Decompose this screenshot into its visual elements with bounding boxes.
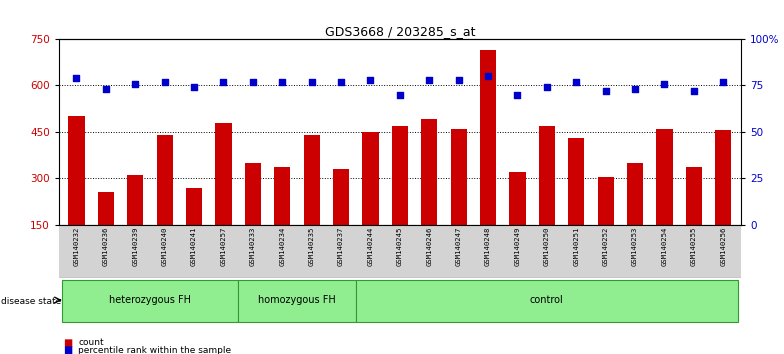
Text: GSM140236: GSM140236 [103,227,109,266]
Bar [627,163,643,225]
Point [717,79,729,85]
Bar [510,172,525,225]
Point [570,79,583,85]
Point [481,73,494,79]
Point [100,86,112,92]
Text: GSM140247: GSM140247 [456,227,462,266]
Point [129,81,141,86]
Point [305,79,318,85]
Text: GSM140241: GSM140241 [191,227,197,266]
Text: count: count [78,338,104,347]
Bar [186,188,202,225]
Bar [157,135,172,225]
Point [452,77,465,82]
Text: GSM140248: GSM140248 [485,227,491,266]
Text: GSM140253: GSM140253 [632,227,638,266]
Text: GSM140237: GSM140237 [338,227,344,266]
Text: GSM140245: GSM140245 [397,227,403,266]
Text: GSM140240: GSM140240 [162,227,168,266]
Bar [356,280,738,321]
Point [217,79,230,85]
Text: ■: ■ [63,346,72,354]
Bar [68,116,85,225]
Bar [539,126,555,225]
Point [423,77,435,82]
Point [71,75,82,81]
Text: GSM140254: GSM140254 [662,227,667,266]
Point [187,84,200,90]
Bar [238,280,356,321]
Bar [568,138,584,225]
Bar [480,50,496,225]
Text: GSM140246: GSM140246 [426,227,432,266]
Bar [216,122,231,225]
Point [364,77,376,82]
Text: GSM140256: GSM140256 [720,227,726,266]
Bar [303,135,320,225]
Point [246,79,259,85]
Text: GSM140250: GSM140250 [544,227,550,266]
Text: control: control [530,295,564,305]
Bar [715,130,731,225]
Text: GSM140232: GSM140232 [74,227,79,266]
Point [599,88,612,94]
Bar [362,132,379,225]
Point [276,79,289,85]
Point [659,81,671,86]
Text: ■: ■ [63,338,72,348]
Text: GSM140257: GSM140257 [220,227,227,266]
Bar [245,163,261,225]
Text: GSM140239: GSM140239 [132,227,138,266]
Point [511,92,524,97]
Point [629,86,641,92]
Text: GSM140234: GSM140234 [279,227,285,266]
Bar [274,167,290,225]
Text: GSM140249: GSM140249 [514,227,521,266]
Bar [656,129,673,225]
Point [394,92,406,97]
Point [540,84,553,90]
Bar [392,126,408,225]
Title: GDS3668 / 203285_s_at: GDS3668 / 203285_s_at [325,25,475,38]
Text: percentile rank within the sample: percentile rank within the sample [78,346,231,354]
Text: heterozygous FH: heterozygous FH [109,295,191,305]
Text: GSM140244: GSM140244 [368,227,373,266]
Text: homozygous FH: homozygous FH [258,295,336,305]
Text: GSM140233: GSM140233 [250,227,256,266]
Text: GSM140251: GSM140251 [573,227,579,266]
Point [335,79,347,85]
Bar [333,169,349,225]
Bar [597,177,614,225]
Bar [127,175,143,225]
Bar [421,119,437,225]
Point [688,88,700,94]
Text: disease state: disease state [1,297,61,306]
Bar [451,129,466,225]
Bar [686,167,702,225]
Bar [62,280,238,321]
Text: GSM140252: GSM140252 [603,227,608,266]
Point [158,79,171,85]
Text: GSM140235: GSM140235 [309,227,314,266]
Bar [98,192,114,225]
Text: GSM140255: GSM140255 [691,227,697,266]
